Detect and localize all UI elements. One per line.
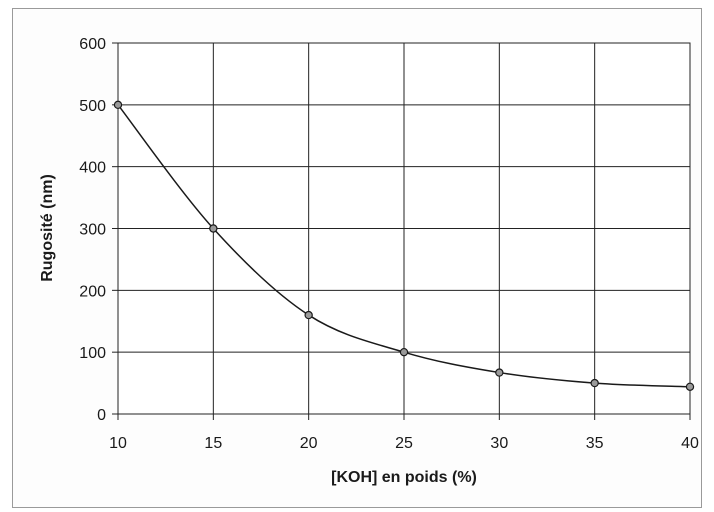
x-tick-label: 10	[109, 435, 127, 452]
y-tick-label: 100	[79, 345, 106, 362]
y-axis-title: Rugosité (nm)	[39, 174, 56, 282]
data-point	[209, 224, 218, 233]
axes	[112, 42, 691, 420]
y-tick-label: 300	[79, 222, 106, 239]
x-tick-label: 35	[586, 435, 604, 452]
x-tick-label: 15	[204, 435, 222, 452]
x-tick-label: 25	[395, 435, 413, 452]
x-tick-label: 30	[490, 435, 508, 452]
y-tick-label: 500	[79, 98, 106, 115]
plot-border	[117, 42, 691, 415]
x-axis-title: [KOH] en poids (%)	[331, 469, 477, 486]
x-tick-label: 40	[681, 435, 699, 452]
data-point	[495, 368, 504, 377]
data-point	[399, 347, 409, 357]
y-tick-label: 400	[79, 160, 106, 177]
data-point	[685, 382, 695, 391]
y-tick-label: 0	[97, 407, 106, 424]
data-point	[590, 378, 599, 388]
data-point	[304, 310, 313, 320]
x-tick-label: 20	[300, 435, 318, 452]
data-point	[113, 100, 123, 110]
series-layer	[113, 100, 695, 391]
tick-labels: 0 100 200 300 400 500 600 10 15 20 25 30 35 40	[79, 36, 699, 452]
y-tick-label: 600	[79, 36, 106, 53]
y-tick-label: 200	[79, 283, 106, 300]
